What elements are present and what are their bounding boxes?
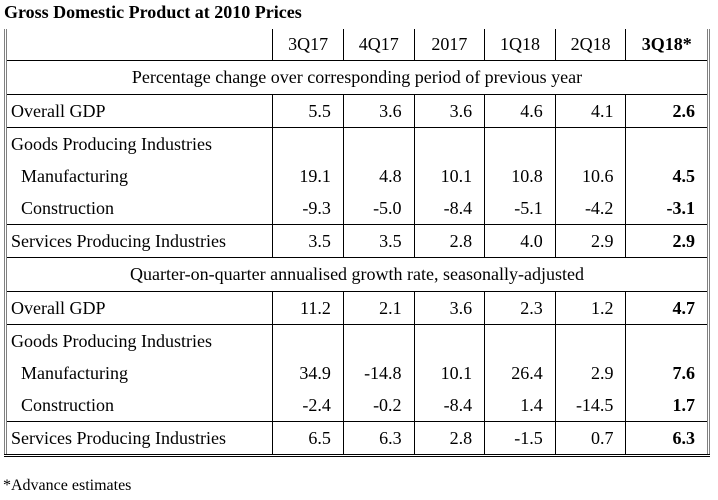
cell xyxy=(342,127,415,160)
cell xyxy=(554,324,627,357)
cell xyxy=(554,127,627,160)
column-header: 4Q17 xyxy=(342,28,415,61)
cell: -4.2 xyxy=(554,192,627,225)
cell: 34.9 xyxy=(272,357,344,389)
column-header: 1Q18 xyxy=(484,28,556,61)
cell-advance: 2.6 xyxy=(625,94,709,128)
row-label: Construction xyxy=(4,192,274,225)
footnote: *Advance estimates xyxy=(3,477,132,494)
header-row: 3Q17 4Q17 2017 1Q18 2Q18 3Q18* xyxy=(5,28,709,61)
cell: 3.6 xyxy=(413,291,486,325)
column-header: 2Q18 xyxy=(554,28,627,61)
cell: -0.2 xyxy=(342,389,415,422)
section-heading: Percentage change over corresponding per… xyxy=(5,60,709,95)
cell xyxy=(272,127,344,160)
section-heading: Quarter-on-quarter annualised growth rat… xyxy=(5,257,709,292)
cell xyxy=(413,127,486,160)
table-row: Goods Producing Industries xyxy=(4,127,709,160)
section-heading-row: Quarter-on-quarter annualised growth rat… xyxy=(5,257,709,292)
cell: -14.8 xyxy=(342,357,415,389)
cell xyxy=(413,324,486,357)
cell xyxy=(342,324,415,357)
cell-advance: 6.3 xyxy=(625,421,709,457)
cell: 1.2 xyxy=(554,291,627,325)
cell-advance xyxy=(625,324,709,357)
cell: 4.1 xyxy=(554,94,627,128)
cell: 2.9 xyxy=(554,224,627,258)
cell: 11.2 xyxy=(272,291,344,325)
cell: 10.1 xyxy=(413,357,486,389)
cell: -8.4 xyxy=(413,389,486,422)
row-label: Overall GDP xyxy=(4,291,274,325)
cell xyxy=(272,324,344,357)
cell: 10.1 xyxy=(413,160,486,192)
cell: 2.9 xyxy=(554,357,627,389)
cell: -9.3 xyxy=(272,192,344,225)
cell: 6.3 xyxy=(342,421,415,457)
cell-advance: -3.1 xyxy=(625,192,709,225)
section-heading-row: Percentage change over corresponding per… xyxy=(5,60,709,95)
row-label: Goods Producing Industries xyxy=(4,127,274,160)
table-row: Services Producing Industries 3.5 3.5 2.… xyxy=(4,224,709,258)
table-title: Gross Domestic Product at 2010 Prices xyxy=(4,2,302,22)
row-label: Construction xyxy=(4,389,274,422)
cell: 4.6 xyxy=(484,94,556,128)
cell: 6.5 xyxy=(272,421,344,457)
cell: 3.5 xyxy=(342,224,415,258)
row-label: Services Producing Industries xyxy=(4,421,274,457)
table-row: Manufacturing 34.9 -14.8 10.1 26.4 2.9 7… xyxy=(4,357,709,389)
cell-advance: 4.7 xyxy=(625,291,709,325)
cell-advance: 1.7 xyxy=(625,389,709,422)
cell-advance: 7.6 xyxy=(625,357,709,389)
row-label: Manufacturing xyxy=(4,160,274,192)
cell-advance: 2.9 xyxy=(625,224,709,258)
cell: 2.8 xyxy=(413,421,486,457)
cell: 5.5 xyxy=(272,94,344,128)
cell: 10.6 xyxy=(554,160,627,192)
cell: -2.4 xyxy=(272,389,344,422)
row-label: Overall GDP xyxy=(4,94,274,128)
cell: 2.3 xyxy=(484,291,556,325)
cell: -1.5 xyxy=(484,421,556,457)
cell: 2.8 xyxy=(413,224,486,258)
cell: 3.6 xyxy=(413,94,486,128)
table-row: Construction -9.3 -5.0 -8.4 -5.1 -4.2 -3… xyxy=(4,192,709,225)
table-row: Goods Producing Industries xyxy=(4,324,709,357)
cell: 2.1 xyxy=(342,291,415,325)
cell: 19.1 xyxy=(272,160,344,192)
cell: 3.5 xyxy=(272,224,344,258)
table-row: Manufacturing 19.1 4.8 10.1 10.8 10.6 4.… xyxy=(4,160,709,192)
table-row: Overall GDP 5.5 3.6 3.6 4.6 4.1 2.6 xyxy=(4,94,709,128)
cell xyxy=(484,324,556,357)
cell xyxy=(484,127,556,160)
column-header-advance: 3Q18* xyxy=(625,28,709,61)
table-row: Overall GDP 11.2 2.1 3.6 2.3 1.2 4.7 xyxy=(4,291,709,325)
cell: -5.0 xyxy=(342,192,415,225)
table-row: Services Producing Industries 6.5 6.3 2.… xyxy=(4,421,709,457)
row-label: Manufacturing xyxy=(4,357,274,389)
table-row: Construction -2.4 -0.2 -8.4 1.4 -14.5 1.… xyxy=(4,389,709,422)
cell-advance xyxy=(625,127,709,160)
cell: -8.4 xyxy=(413,192,486,225)
cell-advance: 4.5 xyxy=(625,160,709,192)
cell: 1.4 xyxy=(484,389,556,422)
cell: 4.0 xyxy=(484,224,556,258)
cell: 10.8 xyxy=(484,160,556,192)
cell: -14.5 xyxy=(554,389,627,422)
row-label: Goods Producing Industries xyxy=(4,324,274,357)
row-label: Services Producing Industries xyxy=(4,224,274,258)
column-header: 2017 xyxy=(413,28,486,61)
gdp-table: 3Q17 4Q17 2017 1Q18 2Q18 3Q18* Percentag… xyxy=(4,28,710,457)
cell: -5.1 xyxy=(484,192,556,225)
cell: 0.7 xyxy=(554,421,627,457)
cell: 26.4 xyxy=(484,357,556,389)
header-corner xyxy=(5,29,274,61)
cell: 4.8 xyxy=(342,160,415,192)
cell: 3.6 xyxy=(342,94,415,128)
column-header: 3Q17 xyxy=(272,28,344,61)
